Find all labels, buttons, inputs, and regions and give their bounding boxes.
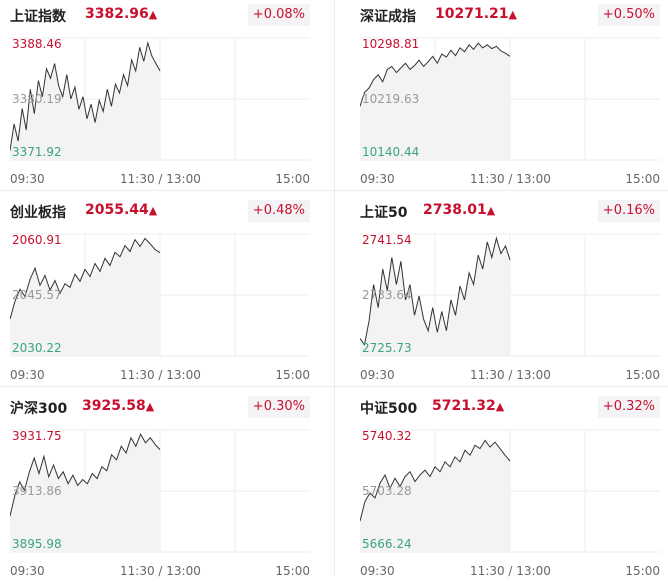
change-badge: +0.08%	[247, 4, 310, 26]
panel-header: 沪深300 3925.58▲ +0.30%	[10, 396, 310, 422]
up-arrow-icon: ▲	[508, 8, 517, 21]
time-midday-label: 11:30 / 13:00	[120, 368, 201, 382]
price-area	[360, 238, 510, 356]
price-line	[360, 42, 511, 107]
change-badge: +0.48%	[247, 200, 310, 222]
index-panel-sse[interactable]: 上证指数 3382.96▲ +0.08% 3388.46 3380.19 3371.…	[10, 4, 310, 190]
axis-low-label: 2030.22	[12, 341, 62, 355]
axis-high-label: 2060.91	[12, 233, 62, 247]
index-name: 上证50	[360, 205, 408, 221]
price-line	[10, 40, 161, 151]
index-value: 10271.21▲	[435, 6, 517, 22]
up-arrow-icon: ▲	[145, 400, 155, 413]
panel-header: 中证500 5721.32▲ +0.32%	[360, 396, 660, 422]
change-badge: +0.50%	[597, 4, 660, 26]
time-close-label: 15:00	[275, 368, 310, 382]
axis-mid-label: 2045.57	[12, 288, 62, 302]
time-midday-label: 11:30 / 13:00	[470, 368, 551, 382]
intraday-chart[interactable]: 3931.75 3913.86 3895.98	[10, 422, 310, 562]
row-divider	[0, 386, 668, 387]
axis-mid-label: 10219.63	[362, 92, 419, 106]
index-panel-csi500[interactable]: 中证500 5721.32▲ +0.32% 5740.32 5703.28 5666…	[360, 396, 660, 582]
time-open-label: 09:30	[10, 368, 45, 382]
axis-high-label: 5740.32	[362, 429, 412, 443]
time-close-label: 15:00	[275, 564, 310, 578]
price-line	[360, 236, 511, 346]
change-badge: +0.16%	[597, 200, 660, 222]
panel-header: 深证成指 10271.21▲ +0.50%	[360, 4, 660, 30]
axis-mid-label: 5703.28	[362, 484, 412, 498]
index-value: 3925.58▲	[82, 398, 154, 414]
index-value: 2055.44▲	[85, 202, 157, 218]
panel-header: 上证指数 3382.96▲ +0.08%	[10, 4, 310, 30]
index-panel-sse50[interactable]: 上证50 2738.01▲ +0.16% 2741.54 2733.64 2725.…	[360, 200, 660, 386]
panel-header: 上证50 2738.01▲ +0.16%	[360, 200, 660, 226]
up-arrow-icon: ▲	[148, 204, 158, 217]
price-line	[360, 439, 511, 522]
intraday-chart[interactable]: 2060.91 2045.57 2030.22	[10, 226, 310, 366]
price-area	[10, 238, 160, 356]
time-open-label: 09:30	[360, 368, 395, 382]
time-midday-label: 11:30 / 13:00	[470, 564, 551, 578]
index-name: 沪深300	[10, 401, 68, 417]
time-close-label: 15:00	[275, 172, 310, 186]
axis-mid-label: 3913.86	[12, 484, 62, 498]
change-badge: +0.30%	[247, 396, 310, 418]
index-name: 深证成指	[360, 9, 416, 25]
value-number: 10271.21	[435, 6, 509, 22]
value-number: 2055.44	[85, 202, 149, 218]
price-area	[360, 440, 510, 552]
time-close-label: 15:00	[625, 368, 660, 382]
axis-low-label: 3371.92	[12, 145, 62, 159]
price-area	[360, 43, 510, 161]
panel-header: 创业板指 2055.44▲ +0.48%	[10, 200, 310, 226]
axis-mid-label: 3380.19	[12, 92, 62, 106]
intraday-chart[interactable]: 2741.54 2733.64 2725.73	[360, 226, 660, 366]
price-line	[10, 433, 161, 517]
price-area	[10, 434, 160, 552]
index-name: 创业板指	[10, 205, 66, 221]
price-line	[10, 237, 161, 320]
axis-high-label: 3931.75	[12, 429, 62, 443]
axis-high-label: 10298.81	[362, 37, 419, 51]
index-value: 3382.96▲	[85, 6, 157, 22]
axis-low-label: 5666.24	[362, 537, 412, 551]
axis-high-label: 2741.54	[362, 233, 412, 247]
up-arrow-icon: ▲	[495, 400, 505, 413]
index-panel-csi300[interactable]: 沪深300 3925.58▲ +0.30% 3931.75 3913.86 3895…	[10, 396, 310, 582]
intraday-chart[interactable]: 3388.46 3380.19 3371.92	[10, 30, 310, 170]
index-panel-chinext[interactable]: 创业板指 2055.44▲ +0.48% 2060.91 2045.57 2030.…	[10, 200, 310, 386]
axis-high-label: 3388.46	[12, 37, 62, 51]
time-open-label: 09:30	[360, 172, 395, 186]
index-panel-szse[interactable]: 深证成指 10271.21▲ +0.50% 10298.81 10219.63 10…	[360, 4, 660, 190]
time-close-label: 15:00	[625, 564, 660, 578]
axis-low-label: 3895.98	[12, 537, 62, 551]
column-divider	[334, 0, 335, 576]
change-badge: +0.32%	[597, 396, 660, 418]
value-number: 3925.58	[82, 398, 146, 414]
time-midday-label: 11:30 / 13:00	[120, 564, 201, 578]
time-midday-label: 11:30 / 13:00	[470, 172, 551, 186]
time-midday-label: 11:30 / 13:00	[120, 172, 201, 186]
row-divider	[0, 190, 668, 191]
up-arrow-icon: ▲	[486, 204, 496, 217]
time-open-label: 09:30	[10, 564, 45, 578]
time-close-label: 15:00	[625, 172, 660, 186]
value-number: 5721.32	[432, 398, 496, 414]
time-open-label: 09:30	[360, 564, 395, 578]
index-value: 5721.32▲	[432, 398, 504, 414]
intraday-chart[interactable]: 10298.81 10219.63 10140.44	[360, 30, 660, 170]
index-name: 中证500	[360, 401, 418, 417]
intraday-chart[interactable]: 5740.32 5703.28 5666.24	[360, 422, 660, 562]
time-open-label: 09:30	[10, 172, 45, 186]
index-name: 上证指数	[10, 9, 66, 25]
index-value: 2738.01▲	[423, 202, 495, 218]
axis-mid-label: 2733.64	[362, 288, 412, 302]
axis-low-label: 10140.44	[362, 145, 419, 159]
value-number: 3382.96	[85, 6, 149, 22]
value-number: 2738.01	[423, 202, 487, 218]
up-arrow-icon: ▲	[148, 8, 158, 21]
axis-low-label: 2725.73	[362, 341, 412, 355]
